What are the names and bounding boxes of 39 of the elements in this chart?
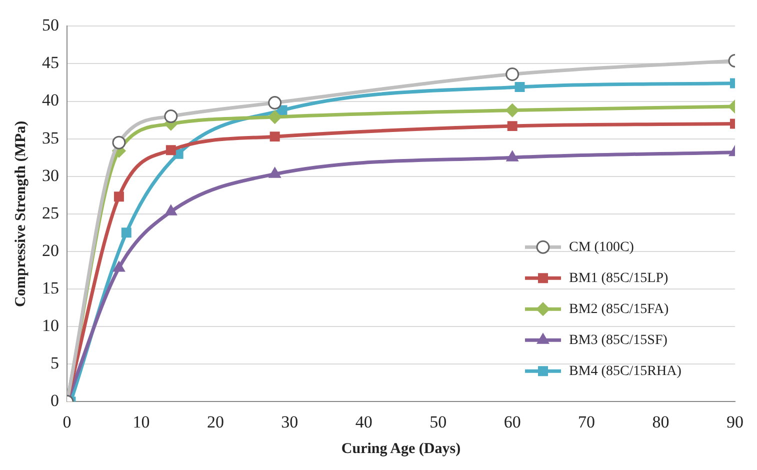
point (164, 204, 177, 216)
legend-label: BM1 (85C/15LP) (569, 270, 669, 286)
point (268, 110, 282, 124)
x-tick-label: 80 (652, 412, 670, 432)
legend-label: BM2 (85C/15FA) (569, 302, 670, 317)
x-tick-label: 30 (281, 412, 298, 432)
legend-label: BM4 (85C/15RHA) (569, 364, 682, 379)
x-tick-label: 10 (132, 412, 150, 432)
y-tick-label: 30 (42, 166, 59, 185)
point (166, 145, 176, 156)
x-tick-label: 60 (504, 412, 521, 432)
y-tick-label: 10 (42, 316, 59, 335)
y-tick-label: 40 (42, 90, 59, 110)
y-tick-label: 45 (42, 53, 59, 72)
y-tick-label: 20 (42, 240, 59, 260)
point (113, 261, 125, 272)
x-axis-title: Curing Age (Days) (341, 440, 461, 457)
point (121, 228, 132, 238)
x-tick-label: 20 (206, 412, 224, 432)
x-tick-label: 70 (578, 412, 596, 432)
point (114, 192, 124, 202)
x-tick-label: 90 (726, 412, 744, 432)
legend-label: BM3 (85C/15SF) (569, 332, 668, 348)
x-tick-label: 0 (62, 412, 72, 432)
y-tick-label: 0 (50, 391, 59, 410)
y-tick-label: 5 (50, 354, 59, 373)
point (507, 121, 518, 132)
y-tick-label: 50 (42, 16, 59, 35)
point (506, 150, 518, 162)
x-tick-label: 50 (430, 412, 447, 432)
point (268, 167, 281, 178)
point (270, 132, 280, 142)
legend-label: CM (100C) (569, 240, 634, 255)
y-tick-label: 35 (42, 128, 59, 148)
y-tick-label: 15 (42, 278, 59, 298)
y-tick-label: 25 (42, 203, 59, 222)
x-tick-label: 40 (355, 412, 372, 432)
point (514, 82, 525, 92)
y-axis-title: Compressive Strength (MPa) (12, 120, 29, 307)
